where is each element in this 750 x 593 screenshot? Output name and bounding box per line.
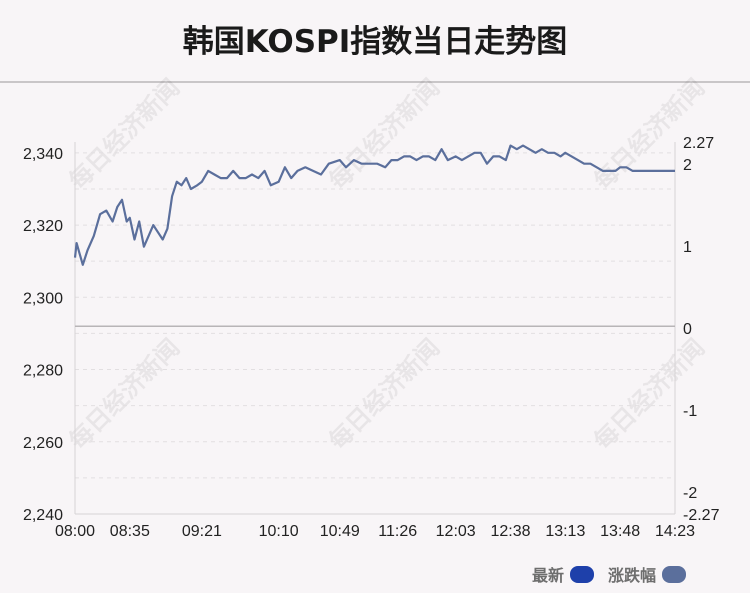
x-tick-label: 08:00	[55, 523, 95, 540]
legend-item-change[interactable]: 涨跌幅	[608, 562, 687, 586]
x-tick-label: 09:21	[182, 523, 222, 540]
x-axis-ticks: 08:00 08:35 09:21 10:10 10:49 11:26 12:03 12:38…	[55, 523, 695, 540]
watermark-text: 每日经济新闻	[324, 334, 446, 456]
y-left-tick-label: 2,260	[23, 435, 63, 452]
y-left-tick-label: 2,240	[23, 507, 63, 524]
watermark-text: 每日经济新闻	[64, 334, 186, 456]
y-right-tick-label: -2.27	[683, 507, 720, 524]
y-axis-right-ticks: 2.27 2 1 0 -1 -2 -2.27	[683, 135, 720, 524]
axes	[74, 142, 676, 515]
x-tick-label: 14:23	[655, 523, 695, 540]
legend-label-change: 涨跌幅	[608, 566, 657, 585]
legend-swatch-latest	[570, 565, 595, 583]
price-series-line	[73, 144, 675, 266]
chart-title: 韩国KOSPI指数当日走势图	[182, 24, 568, 60]
legend-label-latest: 最新	[532, 566, 565, 585]
grid-lines	[75, 152, 675, 515]
title-divider	[0, 81, 750, 83]
watermark-text: 每日经济新闻	[324, 74, 446, 196]
legend-item-latest[interactable]: 最新	[532, 562, 595, 586]
watermark-text: 每日经济新闻	[64, 74, 186, 196]
y-left-tick-label: 2,280	[23, 363, 63, 380]
x-tick-label: 10:10	[259, 523, 299, 540]
x-tick-label: 12:03	[436, 523, 476, 540]
x-tick-label: 08:35	[110, 523, 150, 540]
x-tick-label: 11:26	[378, 523, 417, 540]
y-axis-left-ticks: 2,340 2,320 2,300 2,280 2,260 2,240	[23, 146, 63, 524]
legend-swatch-change	[662, 565, 687, 583]
y-left-tick-label: 2,300	[23, 290, 63, 307]
watermark-text: 每日经济新闻	[589, 334, 711, 456]
plot-area	[73, 144, 675, 266]
y-right-tick-label: -1	[683, 403, 697, 420]
y-right-tick-label: 0	[683, 321, 692, 338]
y-right-tick-label: 1	[683, 239, 692, 256]
x-tick-label: 13:48	[600, 523, 640, 540]
y-right-tick-label: 2	[683, 157, 692, 174]
x-tick-label: 12:38	[490, 523, 530, 540]
y-left-tick-label: 2,320	[23, 218, 63, 235]
x-tick-label: 13:13	[545, 523, 585, 540]
y-right-tick-label: -2	[683, 485, 697, 502]
x-tick-label: 10:49	[320, 523, 360, 540]
y-left-tick-label: 2,340	[23, 146, 63, 163]
y-right-tick-label: 2.27	[683, 135, 714, 152]
